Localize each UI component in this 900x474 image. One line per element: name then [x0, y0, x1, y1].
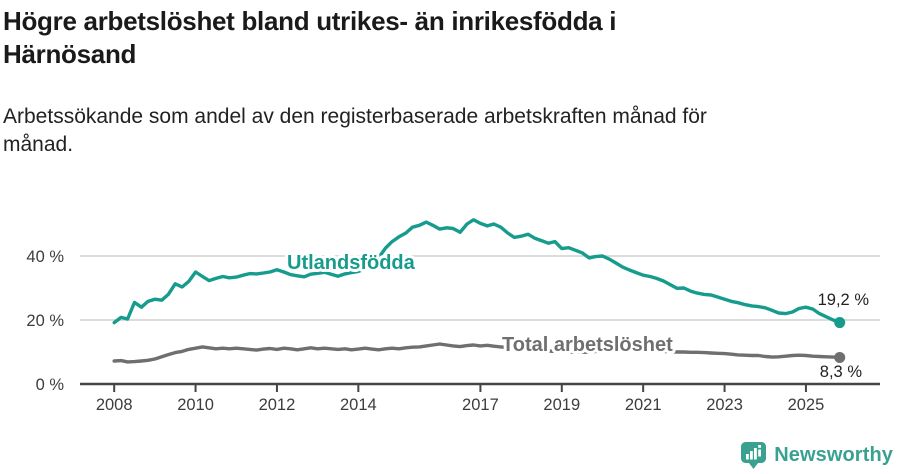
title-line-2: Härnösand: [3, 39, 137, 69]
brand-wordmark: Newsworthy: [774, 444, 893, 466]
end-dot-utlandsf-dda: [834, 317, 846, 329]
x-tick-label-2023: 2023: [706, 396, 743, 414]
newsworthy-branding: Newsworthy: [740, 441, 893, 470]
x-tick-label-2008: 2008: [96, 396, 133, 414]
series-label-total-arbetsl-shet: Total arbetslöshet: [502, 334, 673, 356]
y-tick-label-0: 0 %: [36, 376, 65, 394]
end-dot-total-arbetsl-shet: [834, 351, 846, 363]
y-tick-label-20: 20 %: [26, 312, 64, 330]
x-tick-label-2017: 2017: [462, 396, 499, 414]
x-tick-label-2010: 2010: [177, 396, 214, 414]
subtitle-line-1: Arbetssökande som andel av den registerb…: [3, 105, 707, 128]
title-line-1: Högre arbetslöshet bland utrikes- än inr…: [3, 6, 617, 36]
x-tick-label-2012: 2012: [259, 396, 296, 414]
x-tick-label-2014: 2014: [340, 396, 377, 414]
subtitle-line-2: månad.: [3, 133, 74, 156]
y-tick-label-40: 40 %: [26, 248, 64, 266]
x-tick-label-2021: 2021: [625, 396, 662, 414]
page-title: Högre arbetslöshet bland utrikes- än inr…: [3, 5, 883, 71]
series-line-utlandsf-dda: [112, 218, 842, 325]
x-tick-label-2019: 2019: [543, 396, 580, 414]
series-label-utlandsf-dda: Utlandsfödda: [287, 252, 416, 274]
series-line-total-arbetsl-shet: [112, 342, 842, 364]
newsworthy-pin-chart-icon: [741, 442, 767, 469]
chart-subtitle: Arbetssökande som andel av den registerb…: [3, 103, 883, 159]
end-value-label-total-arbetsl-shet: 8,3 %: [820, 363, 863, 381]
end-value-label-utlandsf-dda: 19,2 %: [818, 291, 870, 309]
x-tick-label-2025: 2025: [788, 396, 825, 414]
